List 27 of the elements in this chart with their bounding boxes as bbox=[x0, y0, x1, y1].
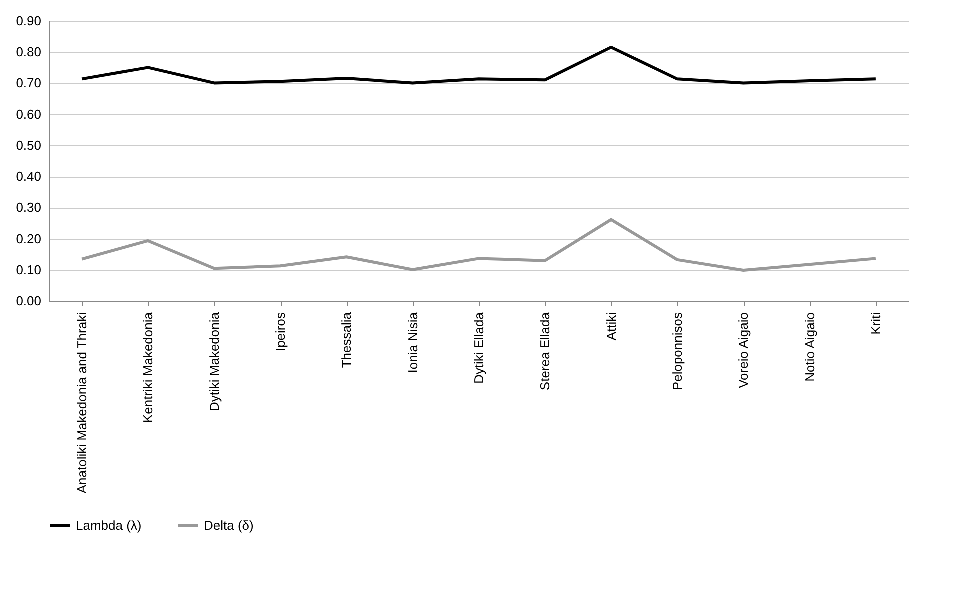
x-tick-label: Dytiki Makedonia bbox=[206, 312, 222, 412]
y-tick-label: 0.60 bbox=[16, 106, 42, 122]
x-tick-label: Kriti bbox=[868, 312, 884, 335]
y-tick-label: 0.00 bbox=[16, 294, 42, 308]
y-tick-label: 0.40 bbox=[16, 169, 42, 184]
x-tick-label: Sterea Ellada bbox=[538, 312, 553, 391]
y-tick-label: 0.50 bbox=[16, 138, 42, 153]
x-tick-label: Dytiki Ellada bbox=[472, 312, 486, 384]
legend-label: Delta (δ) bbox=[204, 518, 254, 533]
x-tick-label: Thessalia bbox=[339, 312, 354, 368]
line-series bbox=[80, 218, 878, 272]
y-tick-label: 0.90 bbox=[16, 14, 42, 28]
legend-label: Lambda (λ) bbox=[76, 518, 142, 533]
x-tick-label: Kentriki Makedonia bbox=[140, 312, 156, 424]
y-tick-label: 0.70 bbox=[16, 76, 42, 91]
x-tick-label: Ionia Nisia bbox=[405, 312, 420, 374]
line-series bbox=[80, 46, 878, 85]
x-tick-label: Anatoliki Makedonia and Thraki bbox=[74, 312, 90, 494]
x-tick-label: Voreio Aigaio bbox=[736, 312, 752, 388]
y-tick-label: 0.80 bbox=[16, 44, 42, 60]
x-tick-label: Attiki bbox=[604, 312, 619, 341]
x-tick-label: Peloponnisos bbox=[670, 312, 685, 391]
y-tick-label: 0.30 bbox=[16, 200, 42, 216]
x-tick-label: Notio Aigaio bbox=[802, 312, 818, 382]
y-tick-label: 0.20 bbox=[16, 231, 42, 246]
x-tick-label: Ipeiros bbox=[273, 312, 288, 352]
y-tick-label: 0.10 bbox=[16, 262, 42, 278]
